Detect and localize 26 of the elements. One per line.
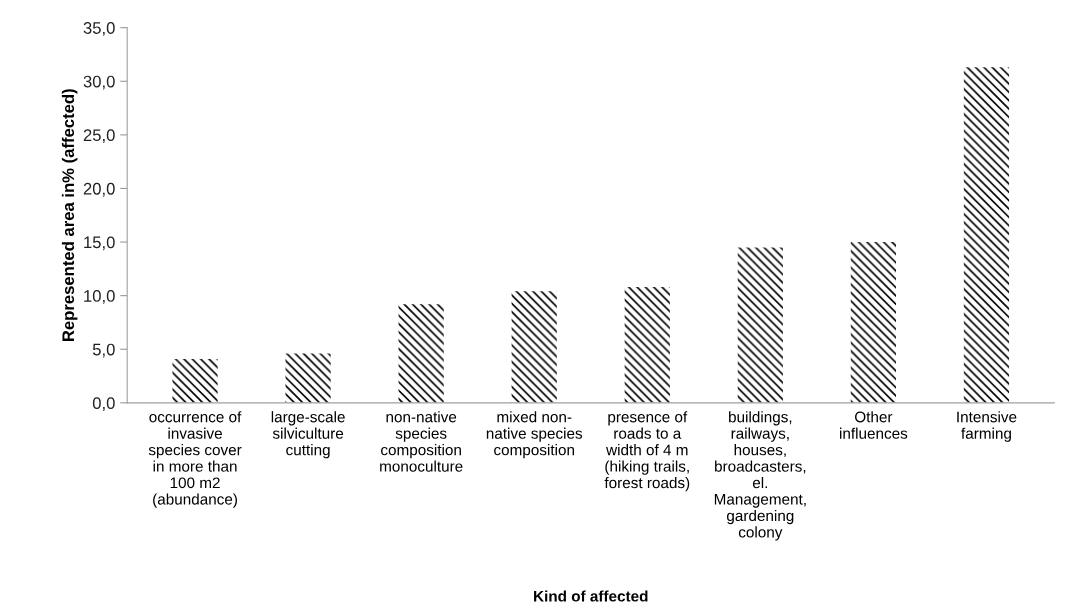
x-tick-label: buildings, railways, houses, broadcasters, el. Management, gardening colony bbox=[714, 411, 806, 541]
bar bbox=[285, 353, 331, 403]
y-tick-label: 10,0 bbox=[84, 290, 115, 304]
bar bbox=[398, 304, 444, 403]
x-tick-label: Intensive farming bbox=[957, 411, 1017, 442]
x-tick-label: presence of roads to a width of 4 m (hiking trails, forest roads) bbox=[604, 411, 690, 492]
y-tick-label: 30,0 bbox=[83, 75, 115, 90]
x-tick-label: occurrence of invasive species cover in more than 100 m2 (abundance) bbox=[148, 411, 242, 508]
bar bbox=[511, 291, 557, 403]
y-tick-label: 5,0 bbox=[92, 343, 115, 358]
bar bbox=[737, 247, 783, 403]
x-tick-label: mixed non- native species composition bbox=[486, 411, 583, 459]
y-tick-label: 25,0 bbox=[83, 129, 115, 144]
x-tick-label: non-native species composition monoculture bbox=[380, 411, 463, 472]
bar bbox=[850, 242, 896, 403]
y-tick-label: 15,0 bbox=[84, 236, 115, 251]
x-tick-label: large-scale silviculture cutting bbox=[271, 411, 345, 459]
bar bbox=[172, 358, 218, 403]
bar bbox=[624, 287, 670, 403]
y-axis-title: Represented area in% (affected) bbox=[61, 89, 78, 342]
y-tick-label: 0,0 bbox=[92, 397, 115, 411]
bar bbox=[963, 67, 1010, 403]
x-tick-label: Other influences bbox=[840, 411, 908, 439]
y-tick-label: 35,0 bbox=[83, 22, 115, 36]
x-axis-title: Kind of affected bbox=[534, 590, 648, 602]
y-tick-label: 20,0 bbox=[83, 182, 115, 197]
